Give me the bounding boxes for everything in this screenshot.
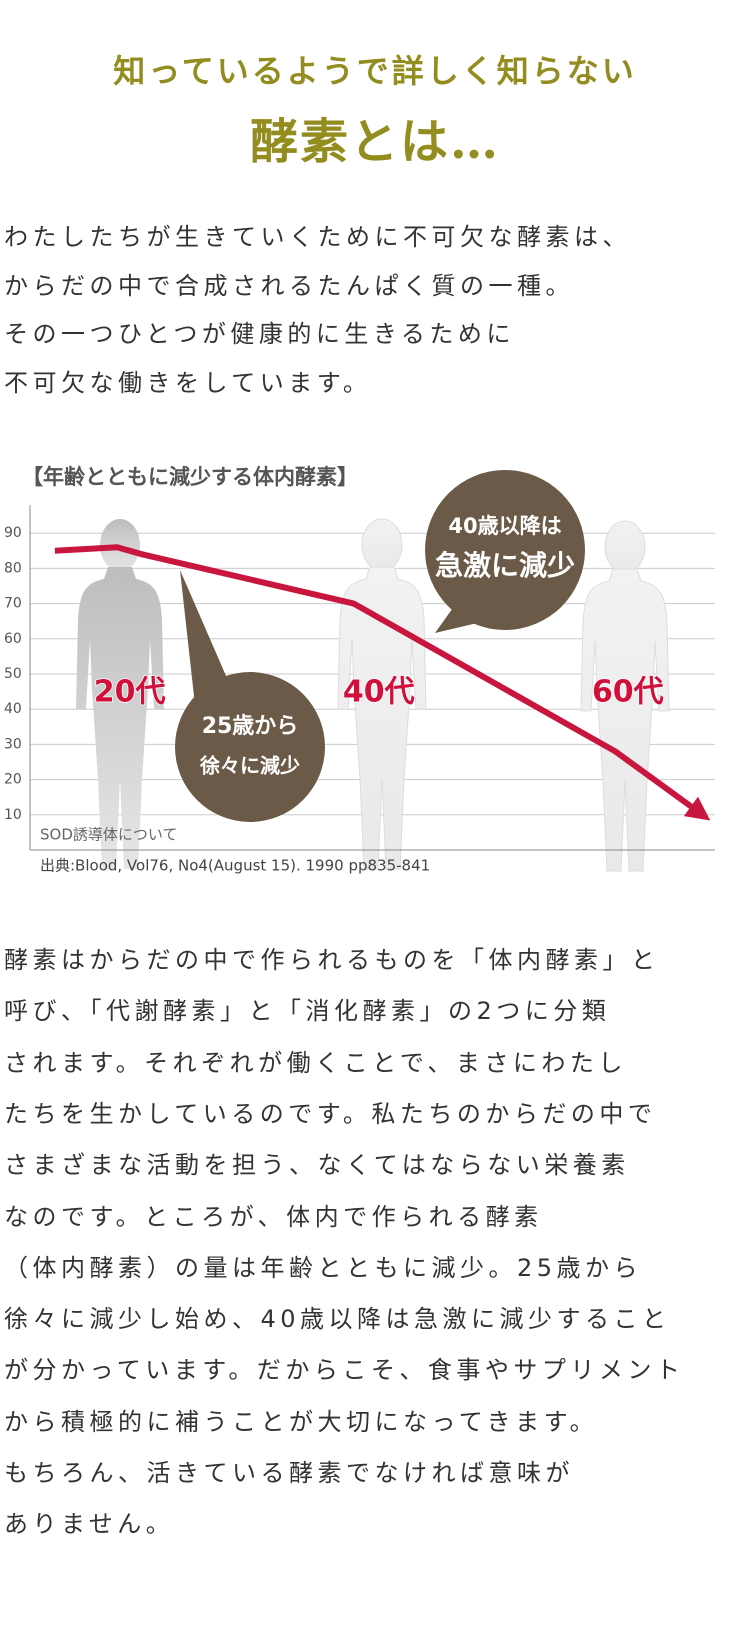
text-line: されます。それぞれが働くことで、まさにわたし [4,1048,627,1077]
note: SOD誘導体について [40,826,177,844]
text-line: 徐々に減少し始め、40歳以降は急激に減少すること [4,1305,671,1334]
title: 知っているようで詳しく知らない [113,52,637,90]
source: 出典:Blood, Vol76, No4(August 15). 1990 pp… [40,857,430,875]
callout-text: 徐々に減少 [199,754,300,778]
y-tick-label: 30 [4,736,22,752]
chart: 【年齢とともに減少する体内酵素】 10 20 30 40 50 60 70 80 90 20代 40… [4,465,715,875]
callout-text: 40歳以降は [448,514,561,538]
y-tick-label: 60 [4,631,22,647]
callout [180,570,230,705]
y-tick-label: 50 [4,666,22,682]
text-line: からだの中で合成されるたんぱく質の一種。 [4,271,574,300]
text-line: 酵素はからだの中で作られるものを「体内酵素」と [4,946,660,974]
silhouettes [76,518,670,872]
text-line: から積極的に補うことが大切になってきます。 [4,1407,599,1436]
y-tick-label: 40 [4,701,22,717]
callout [435,605,490,633]
callout-text: 25歳から [202,714,299,739]
chart-title: 【年齢とともに減少する体内酵素】 [22,465,358,489]
text-line: 呼び、「代謝酵素」と「消化酵素」の2つに分類 [4,997,611,1026]
text-line: もちろん、活きている酵素でなければ意味が [4,1459,574,1487]
data-line [54,544,711,821]
callout [425,470,585,630]
text-line: その一つひとつが健康的に生きるために [4,320,515,349]
age-label: 20代 [94,675,166,710]
text-line: たちを生かしているのです。私たちのからだの中で [4,1099,657,1128]
text-line: なのです。ところが、体内で作られる酵素 [4,1202,543,1231]
y-tick-label: 90 [4,525,22,541]
figure [337,518,670,872]
text-line: ありません。 [4,1510,175,1539]
text-line: さまざまな活動を担う、なくてはならない栄養素 [4,1151,630,1180]
callout [175,672,325,822]
subtitle: 酵素とは… [249,114,500,170]
y-tick-label: 70 [4,596,22,612]
age-label: 60代 [592,675,664,710]
text-line: （体内酵素）の量は年齢とともに減少。25歳から [4,1253,643,1282]
text-line: が分かっています。だからこそ、食事やサプリメント [4,1356,685,1385]
text-line: 不可欠な働きをしています。 [4,369,372,398]
y-tick-label: 20 [4,772,22,788]
age-label: 40代 [343,675,415,710]
y-tick-label: 80 [4,560,22,576]
text-line: わたしたちが生きていくために不可欠な酵素は、 [4,223,631,251]
y-tick-label: 10 [4,807,22,823]
callout-text: 急激に減少 [435,549,575,582]
